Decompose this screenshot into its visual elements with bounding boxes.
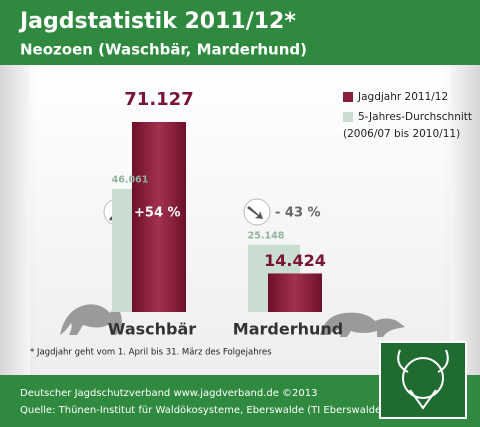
footer-line: Deutscher Jagdschutzverband www.jagdverb…	[20, 388, 318, 399]
raccoon-silhouette	[60, 304, 122, 335]
annotation: +54 %	[134, 206, 181, 221]
legend-swatch	[343, 92, 353, 102]
logo	[379, 341, 467, 419]
down-arrow-icon	[243, 198, 271, 226]
raccoon-dog-silhouette	[320, 312, 405, 337]
chart-subtitle: Neozoen (Waschbär, Marderhund)	[20, 41, 307, 59]
annotation: - 43 %	[275, 206, 321, 221]
legend-swatch	[343, 112, 353, 122]
x-tick-label: Marderhund	[233, 320, 343, 339]
value-label: 25.148	[248, 230, 285, 241]
legend-label: 5-Jahres-Durchschnitt	[358, 111, 472, 123]
bar	[268, 273, 322, 312]
footer-line: Quelle: Thünen-Institut für Waldökosyste…	[20, 405, 385, 416]
chart-title: Jagdstatistik 2011/12*	[18, 9, 296, 34]
bar	[132, 122, 186, 312]
header	[0, 0, 480, 65]
value-label: 46.061	[112, 174, 149, 185]
legend-note: (2006/07 bis 2010/11)	[343, 128, 460, 140]
value-label: 71.127	[124, 89, 193, 110]
footnote: * Jagdjahr geht vom 1. April bis 31. Mär…	[30, 348, 272, 358]
legend-label: Jagdjahr 2011/12	[357, 91, 448, 103]
value-label: 14.424	[264, 251, 326, 270]
x-tick-label: Waschbär	[108, 320, 197, 339]
